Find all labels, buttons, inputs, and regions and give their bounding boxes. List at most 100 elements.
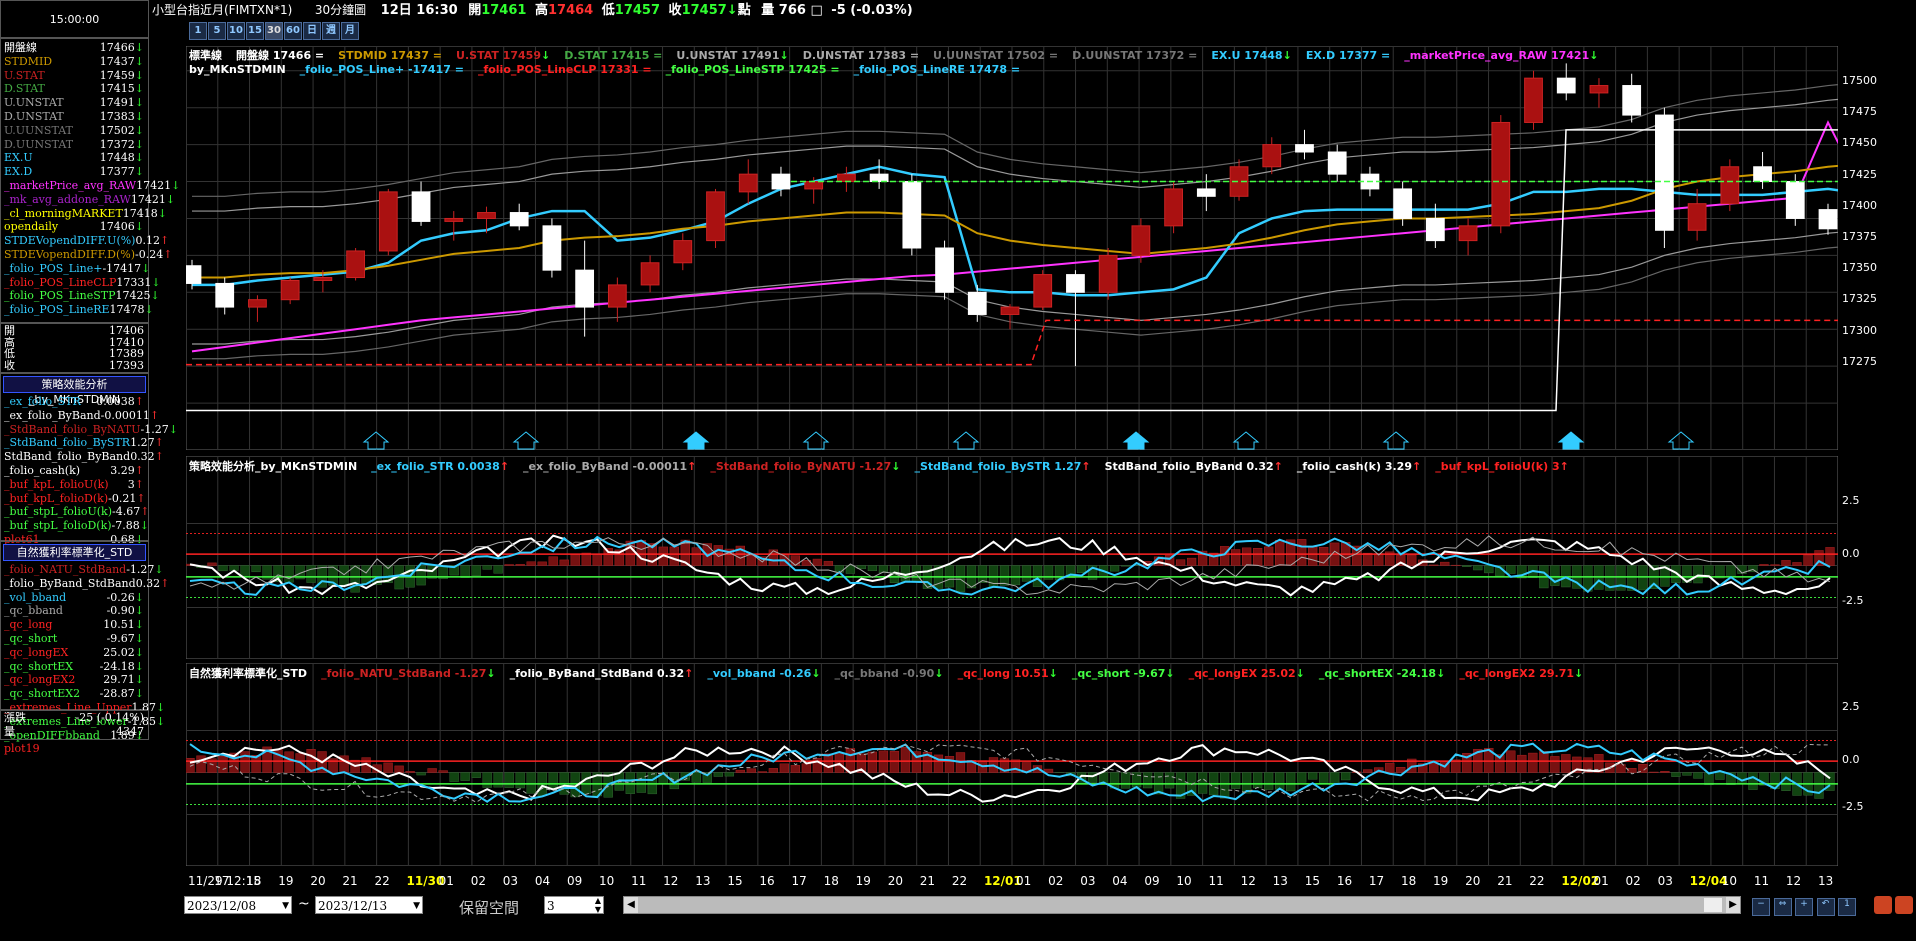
histogram-bar: [1010, 565, 1021, 586]
indicator-row[interactable]: _folio_POS_LineCLP 17331↓: [1, 276, 161, 290]
x-tick-label: 22: [374, 874, 390, 888]
strategy-performance-chart[interactable]: [186, 456, 1838, 659]
indicator-row[interactable]: STDMID 17437↓: [1, 55, 148, 69]
date-from-field[interactable]: 2023/12/08 ▼: [184, 896, 292, 914]
menu-icon[interactable]: [1895, 896, 1913, 914]
period-button-5[interactable]: 60: [284, 22, 302, 40]
scroll-thumb[interactable]: [1704, 898, 1722, 912]
spinner-arrows-icon[interactable]: ▲ ▼: [594, 896, 601, 914]
indicator-row[interactable]: D.STAT 17415↓: [1, 82, 148, 96]
period-button-8[interactable]: 月: [341, 22, 359, 40]
indicator-row[interactable]: U.STAT 17459↓: [1, 69, 148, 83]
period-button-6[interactable]: 日: [303, 22, 321, 40]
down-arrow-icon: ↓: [134, 54, 144, 68]
strategy-panel-title[interactable]: 策略效能分析_by_MKnSTDMIN: [3, 376, 146, 406]
x-tick-label: 03: [1080, 874, 1096, 888]
period-button-3[interactable]: 15: [246, 22, 264, 40]
indicator-row[interactable]: _folio_POS_Line+ -17417↓: [1, 262, 150, 276]
natural-profit-panel-title[interactable]: 自然獲利率標準化_STD: [3, 544, 146, 561]
open-value: 17461: [481, 3, 527, 18]
strategy-row[interactable]: _buf_kpL_folioU(k) 3↑: [1, 478, 148, 492]
strategy-row[interactable]: _buf_stpL_folioU(k) -4.67↑: [1, 505, 149, 519]
up-arrow-icon: ↑: [154, 450, 164, 464]
up-arrow-icon: ↑: [159, 234, 170, 248]
indicator-row[interactable]: EX.U 17448↓: [1, 151, 148, 165]
strategy-row[interactable]: StdBand_folio_ByBand 0.32↑: [1, 450, 164, 464]
legend-text: _ex_folio_STR 0.0038: [371, 460, 500, 473]
indicator-row[interactable]: D.UUNSTAT 17372↓: [1, 138, 148, 152]
strategy-row[interactable]: _ex_folio_STR 0.0038↑: [1, 395, 148, 409]
strategy-row[interactable]: _folio_cash(k) 3.29↑: [1, 464, 148, 478]
histogram-bar: [1330, 772, 1340, 784]
period-button-7[interactable]: 週: [322, 22, 340, 40]
zoom-out-icon[interactable]: −: [1752, 898, 1770, 916]
std-band-line: [192, 98, 1838, 212]
indicator-row[interactable]: _folio_POS_LineSTP 17425↓: [1, 289, 160, 303]
main-legend-row2: by_MKnSTDMIN _folio_POS_Line+ -17417 = _fo…: [189, 63, 1034, 76]
zoom-in-icon[interactable]: +: [1795, 898, 1813, 916]
reset-icon[interactable]: 1: [1838, 898, 1856, 916]
settings-icon[interactable]: [1874, 896, 1892, 914]
period-buttons: 1 5 10 15 30 60 日週月: [189, 22, 360, 40]
histogram-bar: [1814, 772, 1824, 799]
indicator-row[interactable]: 開盤線 17466↓: [1, 41, 148, 55]
horizontal-scrollbar[interactable]: ◀ ▶: [623, 896, 1741, 914]
natural-profit-chart[interactable]: [186, 663, 1838, 866]
main-price-chart[interactable]: [186, 46, 1838, 450]
strategy-row[interactable]: _buf_kpL_folioD(k) -0.21↑: [1, 492, 148, 506]
natural-profit-row[interactable]: plot19: [1, 742, 148, 756]
candle-body: [1066, 274, 1085, 293]
scroll-left-icon[interactable]: ◀: [624, 897, 638, 913]
instrument-name[interactable]: 小型台指近月(FIMTXN*1): [152, 3, 293, 17]
natural-profit-row[interactable]: _qc_longEX2 29.71↓: [1, 673, 148, 687]
date-to-field[interactable]: 2023/12/13 ▼: [315, 896, 423, 914]
natural-profit-row[interactable]: _vol_bband -0.26↓: [1, 591, 148, 605]
x-tick-label: 21: [1497, 874, 1513, 888]
indicator-row[interactable]: _mk_avg_addone_RAW 17421↓: [1, 193, 175, 207]
period-button-0[interactable]: 1: [189, 22, 207, 40]
natural-profit-row[interactable]: _folio_ByBand_StdBand 0.32↑: [1, 577, 169, 591]
natural-profit-row[interactable]: _folio_NATU_StdBand -1.27↓: [1, 563, 164, 577]
natural-profit-row[interactable]: _qc_short -9.67↓: [1, 632, 148, 646]
indicator-row[interactable]: STDEVopendDIFF.U(%) 0.12↑: [1, 234, 169, 248]
x-tick-label: 01: [1593, 874, 1609, 888]
strategy-row[interactable]: _StdBand_folio_ByNATU -1.27↓: [1, 423, 178, 437]
strategy-row[interactable]: _buf_stpL_folioD(k) -7.88↓: [1, 519, 149, 533]
strategy-row[interactable]: _ex_folio_ByBand -0.00011↑: [1, 409, 159, 423]
reserve-space-spinner[interactable]: 3 ▲ ▼: [544, 896, 604, 914]
indicator-row[interactable]: EX.D 17377↓: [1, 165, 148, 179]
strategy-row[interactable]: plot61 0.68↓: [1, 533, 148, 547]
calendar-dropdown-icon[interactable]: ▼: [413, 901, 420, 911]
period-button-4[interactable]: 30: [265, 22, 283, 40]
down-arrow-icon: ↓: [150, 289, 160, 303]
indicator-row[interactable]: opendaily 17406↓: [1, 220, 148, 234]
natural-profit-row[interactable]: _qc_bband -0.90↓: [1, 604, 148, 618]
natural-profit-row[interactable]: _qc_shortEX -24.18↓: [1, 660, 148, 674]
histogram-bar: [1825, 772, 1835, 791]
calendar-dropdown-icon[interactable]: ▼: [282, 901, 289, 911]
natural-profit-row[interactable]: _qc_longEX 25.02↓: [1, 646, 148, 660]
indicator-row[interactable]: U.UUNSTAT 17502↓: [1, 124, 148, 138]
period-button-2[interactable]: 10: [227, 22, 245, 40]
histogram-bar: [1682, 772, 1692, 776]
histogram-bar: [1230, 549, 1241, 566]
natural-profit-row[interactable]: _openDIFFbband 1.89↓: [1, 729, 148, 743]
natural-profit-row[interactable]: _qc_shortEX2 -28.87↓: [1, 687, 148, 701]
date-tilde: ~: [298, 896, 310, 912]
undo-icon[interactable]: ↶: [1816, 898, 1835, 916]
fit-icon[interactable]: ⇔: [1773, 898, 1792, 916]
natural-profit-row[interactable]: _qc_long 10.51↓: [1, 618, 148, 632]
down-arrow-icon: ↓: [165, 192, 176, 206]
strategy-row[interactable]: _StdBand_folio_BySTR 1.27↑: [1, 436, 164, 450]
indicator-row[interactable]: D.UNSTAT 17383↓: [1, 110, 148, 124]
indicator-row[interactable]: _folio_POS_LineRE 17478↓: [1, 303, 154, 317]
period-button-1[interactable]: 5: [208, 22, 226, 40]
indicator-row[interactable]: U.UNSTAT 17491↓: [1, 96, 148, 110]
scroll-right-icon[interactable]: ▶: [1726, 897, 1740, 913]
ohlc-box: 開 17406 高 17410 低 17389 收 17393: [0, 323, 149, 373]
indicator-row[interactable]: STDEVopendDIFF.D(%) -0.24↑: [1, 248, 172, 262]
indicator-value: 17421↓: [136, 179, 180, 193]
histogram-bar: [1319, 546, 1329, 566]
indicator-row[interactable]: _marketPrice_avg_RAW 17421↓: [1, 179, 180, 193]
indicator-row[interactable]: _cl_morningMARKET 17418↓: [1, 207, 167, 221]
